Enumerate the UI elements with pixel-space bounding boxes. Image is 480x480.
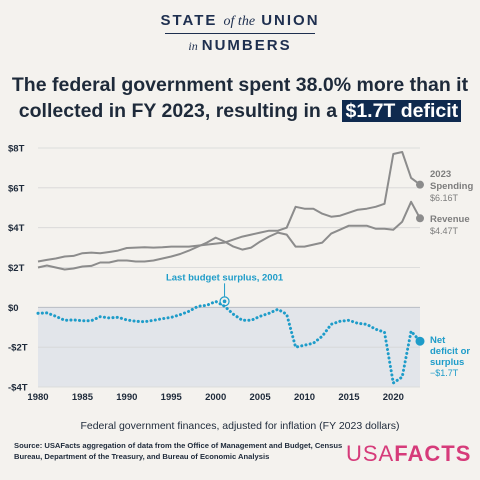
spending-line	[37, 151, 421, 263]
headline-line-1: The federal government spent 38.0% more …	[11, 74, 469, 96]
y-tick-label: $4T	[8, 223, 25, 234]
revenue-label: Revenue	[430, 214, 470, 225]
brand-line-2: in NUMBERS	[188, 37, 292, 54]
surplus-marker-dot	[222, 299, 227, 304]
source-note: Source: USAFacts aggregation of data fro…	[14, 441, 343, 461]
x-tick-label: 1990	[116, 392, 137, 403]
x-tick-label: 2015	[338, 392, 360, 403]
brand-line-1: STATE of the UNION	[160, 12, 320, 29]
usafacts-logo: USAFACTS	[346, 441, 472, 466]
x-tick-label: 2010	[294, 392, 315, 403]
deficit-value: −$1.7T	[430, 368, 459, 378]
spending-label: 2023	[430, 169, 451, 180]
deficit-label: surplus	[430, 357, 464, 368]
y-tick-label: $2T	[8, 263, 25, 274]
chart-caption: Federal government finances, adjusted fo…	[80, 420, 400, 432]
headline-line-2: collected in FY 2023, resulting in a $1.…	[0, 98, 480, 124]
spending-end-point	[416, 180, 424, 189]
deficit-label: deficit or	[430, 346, 470, 357]
annotation-label: Last budget surplus, 2001	[166, 272, 284, 283]
y-tick-label: $0	[8, 303, 19, 314]
x-tick-label: 1985	[72, 392, 94, 403]
y-tick-label: $8T	[8, 144, 25, 155]
revenue-end-point	[416, 214, 424, 223]
y-tick-label: -$2T	[8, 343, 28, 354]
brand-header: STATE of the UNION in NUMBERS	[0, 12, 480, 54]
x-tick-label: 1980	[27, 392, 48, 403]
y-tick-label: $6T	[8, 183, 25, 194]
deficit-line	[36, 299, 422, 386]
brand-divider	[165, 33, 315, 34]
x-tick-label: 2005	[250, 392, 272, 403]
x-tick-label: 2020	[383, 392, 404, 403]
y-tick-label: -$4T	[8, 383, 28, 394]
headline: The federal government spent 38.0% more …	[0, 72, 480, 124]
revenue-line	[37, 200, 421, 271]
spending-value: $6.16T	[430, 193, 459, 203]
x-tick-label: 1995	[161, 392, 183, 403]
deficit-end-point	[415, 336, 425, 346]
deficit-label: Net	[430, 335, 446, 346]
revenue-value: $4.47T	[430, 226, 459, 236]
deficit-highlight: $1.7T deficit	[342, 100, 462, 122]
x-tick-label: 2000	[205, 392, 226, 403]
surplus-marker	[219, 296, 230, 307]
spending-label: Spending	[430, 181, 473, 192]
